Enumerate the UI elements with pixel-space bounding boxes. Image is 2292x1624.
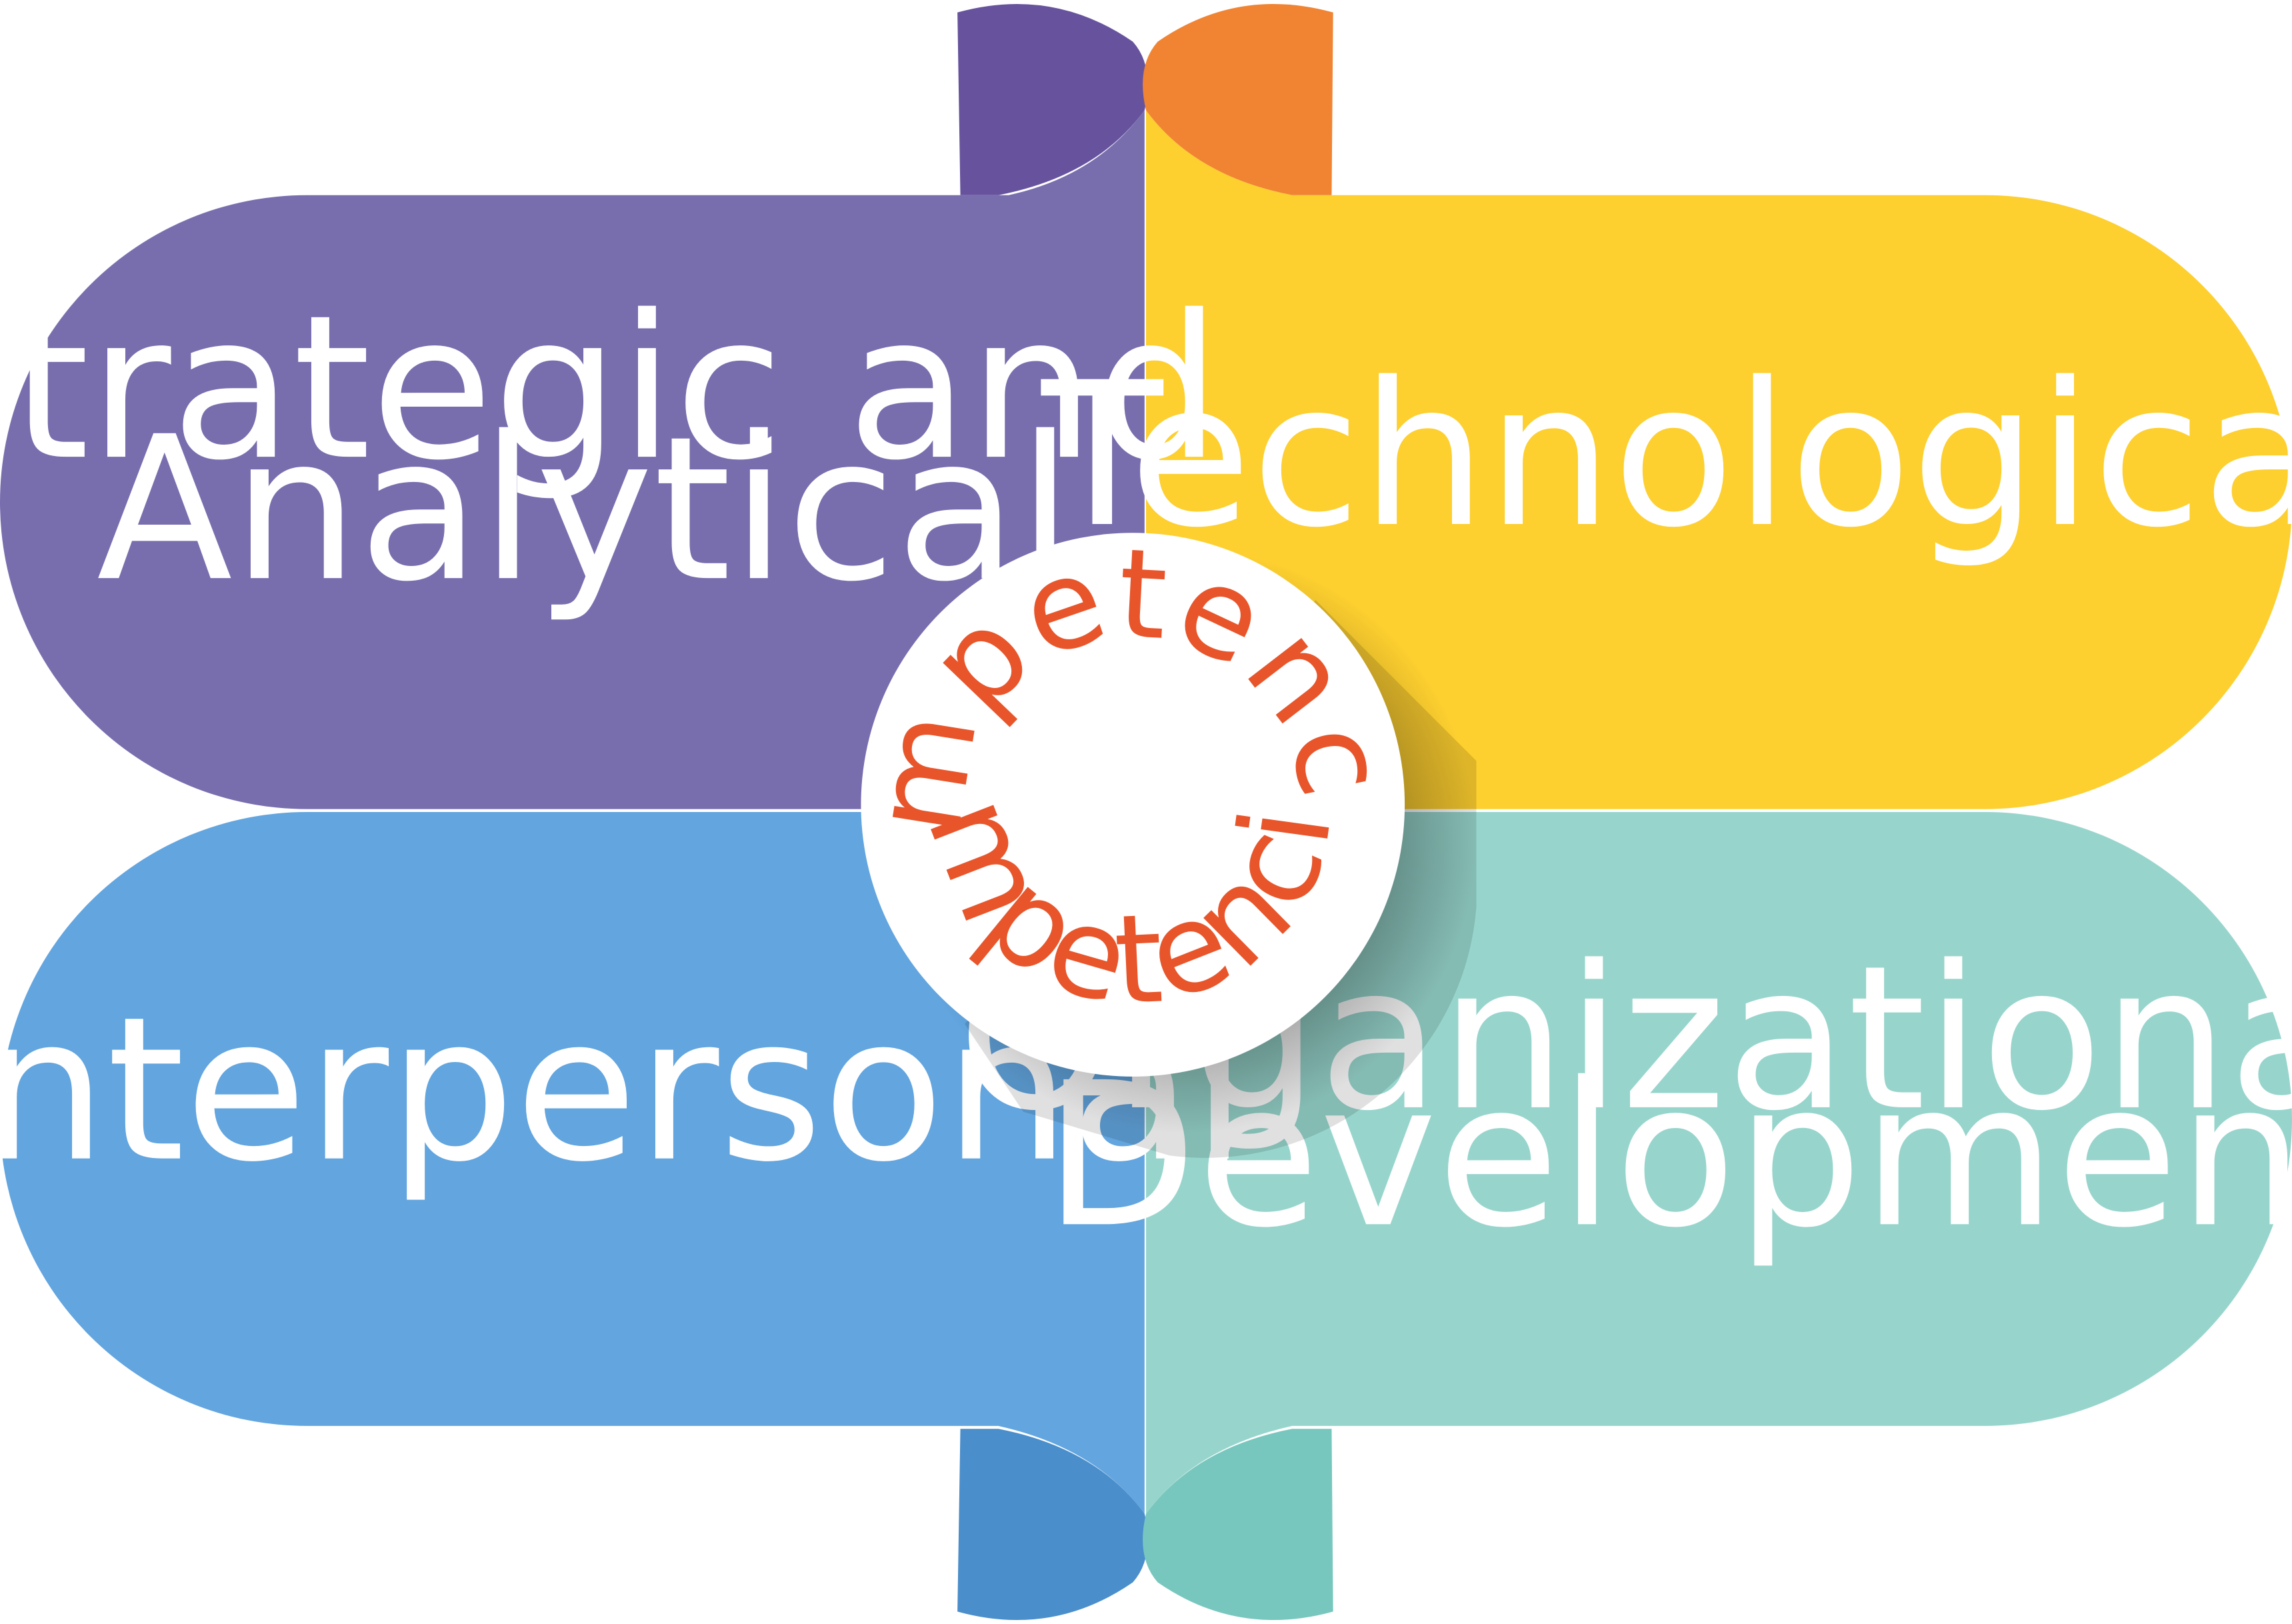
interpersonal-tab [957,1429,1148,1621]
strategic-tab [957,3,1148,195]
strategic-segment [0,110,1145,809]
center-circle [861,533,1405,1077]
technological-tab [1143,3,1333,195]
strategic-label: Strategic and Analytical [0,273,1284,625]
technological-segment [1146,110,2292,809]
organizational-tab [1143,1429,1333,1621]
interpersonal-segment [0,812,1145,1514]
technological-label: Technological [1039,340,2292,571]
